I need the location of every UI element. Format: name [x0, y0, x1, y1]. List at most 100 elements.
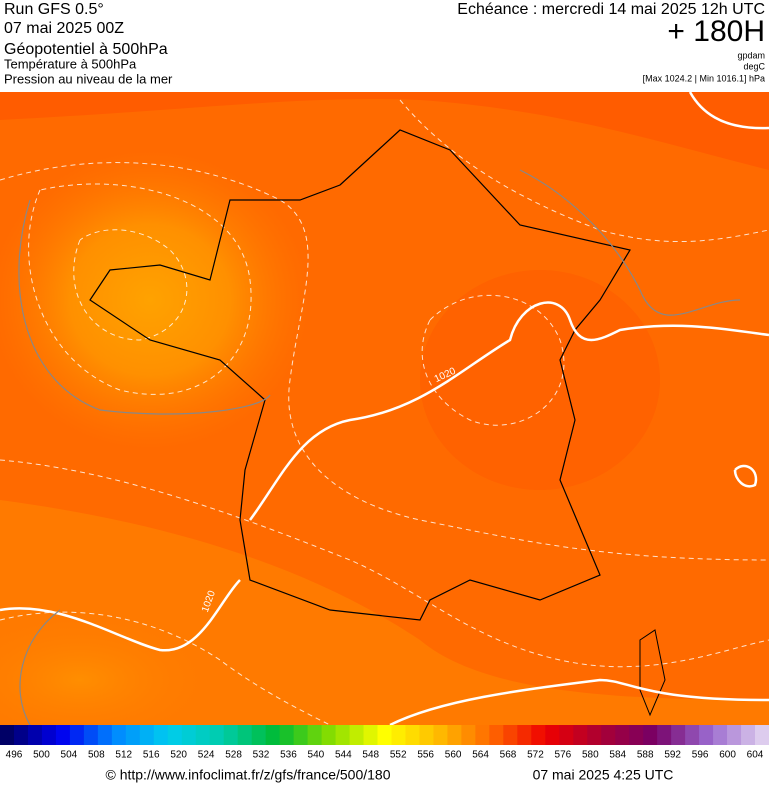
run-date: 07 mai 2025 00Z	[4, 20, 124, 37]
legend-label: 524	[198, 750, 215, 761]
unit: [Max 1024.2 | Min 1016.1] hPa	[643, 73, 765, 83]
legend-swatch	[699, 725, 714, 745]
legend-swatch	[153, 725, 169, 745]
legend-label: 536	[280, 750, 297, 761]
legend-swatch	[391, 725, 406, 745]
legend-swatch	[363, 725, 379, 745]
legend-swatch	[223, 725, 239, 745]
legend-label: 588	[637, 750, 654, 761]
field: Pression au niveau de la mer	[4, 71, 173, 86]
legend-label: 496	[6, 750, 23, 761]
echeance: Echéance : mercredi 14 mai 2025 12h UTC	[457, 1, 765, 18]
legend-label: 596	[692, 750, 709, 761]
legend-swatch	[461, 725, 476, 745]
unit: degC	[743, 61, 765, 71]
legend-label: 576	[555, 750, 572, 761]
unit: gpdam	[737, 50, 765, 60]
legend-label: 556	[417, 750, 434, 761]
legend-swatch	[587, 725, 602, 745]
legend-label: 532	[253, 750, 270, 761]
legend-swatch	[405, 725, 420, 745]
france-outline	[89, 129, 631, 621]
legend-swatch	[307, 725, 323, 745]
legend-swatch	[83, 725, 99, 745]
legend-swatch	[671, 725, 686, 745]
legend-swatch	[447, 725, 462, 745]
legend-swatch	[181, 725, 197, 745]
legend-label: 500	[33, 750, 50, 761]
legend-swatch	[13, 725, 29, 745]
map: 1020 1020	[0, 92, 769, 725]
legend-label: 548	[362, 750, 379, 761]
legend-label: 540	[308, 750, 325, 761]
legend-swatch	[321, 725, 337, 745]
legend-label: 528	[225, 750, 242, 761]
legend-swatch	[503, 725, 518, 745]
legend-swatch	[573, 725, 588, 745]
legend-label: 600	[719, 750, 736, 761]
legend-label: 568	[500, 750, 517, 761]
legend-swatch	[727, 725, 742, 745]
lead-time: + 180H	[667, 15, 765, 48]
legend-label: 516	[143, 750, 160, 761]
legend-swatch	[279, 725, 295, 745]
legend-label: 520	[170, 750, 187, 761]
legend-label: 560	[445, 750, 462, 761]
cold-core	[420, 270, 660, 490]
legend-label: 604	[747, 750, 764, 761]
cold-band	[0, 92, 769, 170]
legend-swatch	[685, 725, 700, 745]
timestamp: 07 mai 2025 4:25 UTC	[533, 767, 674, 783]
legend-swatch	[209, 725, 225, 745]
run: Run GFS 0.5°	[4, 1, 104, 18]
legend-swatch	[125, 725, 141, 745]
legend-swatch	[755, 725, 769, 745]
legend-swatch	[265, 725, 281, 745]
legend-label: 572	[527, 750, 544, 761]
legend-swatch	[615, 725, 630, 745]
legend-swatch	[545, 725, 560, 745]
legend-swatch	[251, 725, 267, 745]
legend-swatch	[55, 725, 71, 745]
legend-swatch	[713, 725, 728, 745]
legend-swatch	[629, 725, 644, 745]
legend-swatch	[167, 725, 183, 745]
legend-swatch	[69, 725, 85, 745]
field: Géopotentiel à 500hPa	[4, 41, 168, 58]
legend-swatch	[139, 725, 155, 745]
isobars	[0, 92, 769, 725]
legend: 496 500 504 508 512 516 520 524 528 532 536 540 544 5…	[0, 725, 769, 761]
warm-core	[0, 610, 220, 725]
legend-swatch	[335, 725, 351, 745]
legend-swatch	[293, 725, 309, 745]
legend-label: 544	[335, 750, 352, 761]
corsica	[639, 629, 666, 717]
legend-label: 504	[61, 750, 78, 761]
isohypses	[18, 169, 741, 725]
legend-swatch	[531, 725, 546, 745]
legend-swatch	[475, 725, 490, 745]
legend-swatch	[643, 725, 658, 745]
source-url: © http://www.infoclimat.fr/z/gfs/france/…	[106, 767, 391, 783]
legend-swatch	[41, 725, 57, 745]
legend-swatch	[27, 725, 43, 745]
legend-swatch	[377, 725, 392, 745]
legend-swatch	[195, 725, 211, 745]
legend-label: 512	[115, 750, 132, 761]
legend-label: 592	[664, 750, 681, 761]
legend-swatch	[237, 725, 253, 745]
legend-swatch	[489, 725, 504, 745]
legend-swatch	[433, 725, 448, 745]
legend-swatch	[741, 725, 756, 745]
legend-swatch	[517, 725, 532, 745]
legend-swatch	[111, 725, 127, 745]
legend-swatch	[349, 725, 365, 745]
legend-label: 584	[609, 750, 626, 761]
legend-swatch	[419, 725, 434, 745]
legend-swatch	[559, 725, 574, 745]
isotherms	[0, 99, 769, 725]
warm-core	[0, 150, 310, 450]
field: Température à 500hPa	[4, 56, 137, 71]
legend-label: 580	[582, 750, 599, 761]
